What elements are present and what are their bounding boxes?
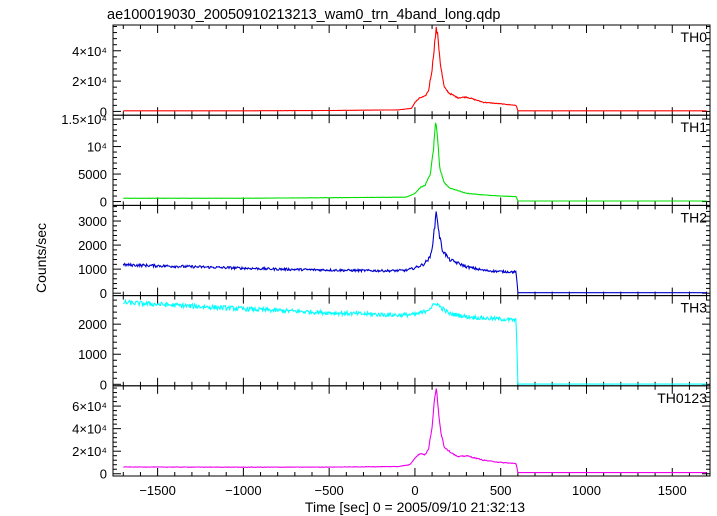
panel-frame <box>112 204 711 297</box>
y-tick-label: 3000 <box>78 214 107 229</box>
panel-th0: 0 2×10⁴ 4×10⁴ TH0 <box>72 24 711 119</box>
y-tick-label: 0 <box>100 467 107 482</box>
x-tick-label: 500 <box>490 483 512 498</box>
x-axis-label: Time [sec] 0 = 2005/09/10 21:32:13 <box>305 499 525 515</box>
panel-th1: 0 5000 10⁴ 1.5×10⁴ TH1 <box>61 112 711 210</box>
y-tick-label: 1000 <box>78 347 107 362</box>
panel-frame <box>112 385 711 477</box>
panel-label: TH3 <box>681 300 708 316</box>
panel-label: TH2 <box>681 209 708 225</box>
y-tick-label: 2000 <box>78 317 107 332</box>
series-line-th1 <box>123 122 707 202</box>
panel-frame <box>112 114 711 206</box>
chart-title: ae100019030_20050910213213_wam0_trn_4ban… <box>107 7 500 23</box>
panel-label: TH1 <box>681 119 708 135</box>
series-line-th2 <box>122 211 707 294</box>
panel-frame <box>112 295 711 387</box>
y-tick-label: 4×10⁴ <box>72 422 107 437</box>
x-tick-label: −1500 <box>139 483 176 498</box>
y-axis-label: Counts/sec <box>33 223 49 293</box>
panel-frame <box>112 24 711 116</box>
panel-th3: 0 1000 2000 TH3 <box>78 295 711 392</box>
y-tick-label: 1.5×10⁴ <box>61 112 107 127</box>
y-tick-label: 2×10⁴ <box>72 444 107 459</box>
series-line-th0 <box>123 26 707 112</box>
x-tick-label: 0 <box>411 483 418 498</box>
y-tick-label: 4×10⁴ <box>72 44 107 59</box>
series-line-th0123 <box>123 388 707 474</box>
x-tick-label: −500 <box>315 483 344 498</box>
y-tick-label: 10⁴ <box>87 140 107 155</box>
y-tick-label: 6×10⁴ <box>72 399 107 414</box>
series-line-th3 <box>123 298 707 385</box>
y-tick-label: 2000 <box>78 238 107 253</box>
x-tick-label: 1500 <box>658 483 687 498</box>
y-tick-label: 0 <box>100 104 107 119</box>
y-tick-label: 2×10⁴ <box>72 74 107 89</box>
panel-label: TH0 <box>681 29 708 45</box>
x-tick-label: −1000 <box>225 483 262 498</box>
y-tick-label: 1000 <box>78 262 107 277</box>
y-tick-label: 0 <box>100 377 107 392</box>
y-tick-label: 5000 <box>78 167 107 182</box>
panel-th2: 0 1000 2000 3000 TH2 <box>78 204 711 301</box>
x-tick-label: 1000 <box>572 483 601 498</box>
panel-label: TH0123 <box>657 390 707 406</box>
y-tick-label: 0 <box>100 195 107 210</box>
panel-th0123: 0 2×10⁴ 4×10⁴ 6×10⁴ TH0123 <box>72 385 711 482</box>
y-tick-label: 0 <box>100 286 107 301</box>
